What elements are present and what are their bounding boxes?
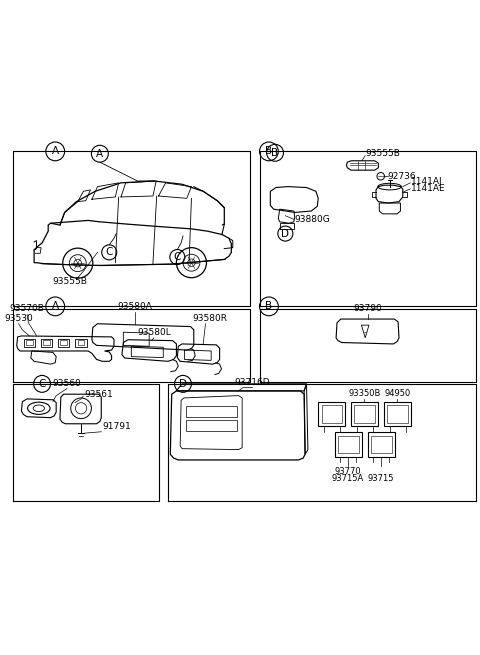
Text: 94950: 94950 bbox=[384, 389, 410, 398]
Text: 1141AJ: 1141AJ bbox=[411, 178, 443, 187]
Text: 93715A: 93715A bbox=[332, 474, 364, 483]
Text: 93790: 93790 bbox=[353, 305, 382, 313]
Text: 91791: 91791 bbox=[102, 422, 131, 430]
Text: C: C bbox=[106, 248, 113, 257]
Text: 93770: 93770 bbox=[335, 467, 361, 476]
Text: D: D bbox=[281, 229, 289, 238]
Text: C: C bbox=[174, 252, 181, 262]
Text: 93580R: 93580R bbox=[193, 314, 228, 323]
Text: B: B bbox=[272, 148, 278, 158]
Text: 93715: 93715 bbox=[368, 474, 394, 483]
Text: A: A bbox=[96, 149, 103, 159]
Text: 93570B: 93570B bbox=[10, 305, 45, 313]
Text: 93580L: 93580L bbox=[137, 328, 171, 337]
Text: B: B bbox=[265, 146, 273, 157]
Text: 93560: 93560 bbox=[53, 379, 81, 388]
Text: A: A bbox=[52, 146, 59, 157]
Text: 93880G: 93880G bbox=[295, 215, 331, 224]
Text: 93555B: 93555B bbox=[365, 149, 400, 159]
Text: 1141AE: 1141AE bbox=[411, 185, 446, 193]
Text: 93350B: 93350B bbox=[348, 389, 381, 398]
Text: A: A bbox=[52, 301, 59, 311]
Text: 93580A: 93580A bbox=[118, 302, 153, 311]
Text: 93555B: 93555B bbox=[52, 277, 87, 286]
Text: 92736: 92736 bbox=[388, 172, 416, 181]
Text: 93716D: 93716D bbox=[235, 378, 270, 386]
Text: B: B bbox=[265, 301, 273, 311]
Text: 93530: 93530 bbox=[4, 314, 33, 323]
Text: D: D bbox=[179, 379, 187, 389]
Text: 93561: 93561 bbox=[84, 390, 113, 399]
Text: C: C bbox=[38, 379, 46, 389]
